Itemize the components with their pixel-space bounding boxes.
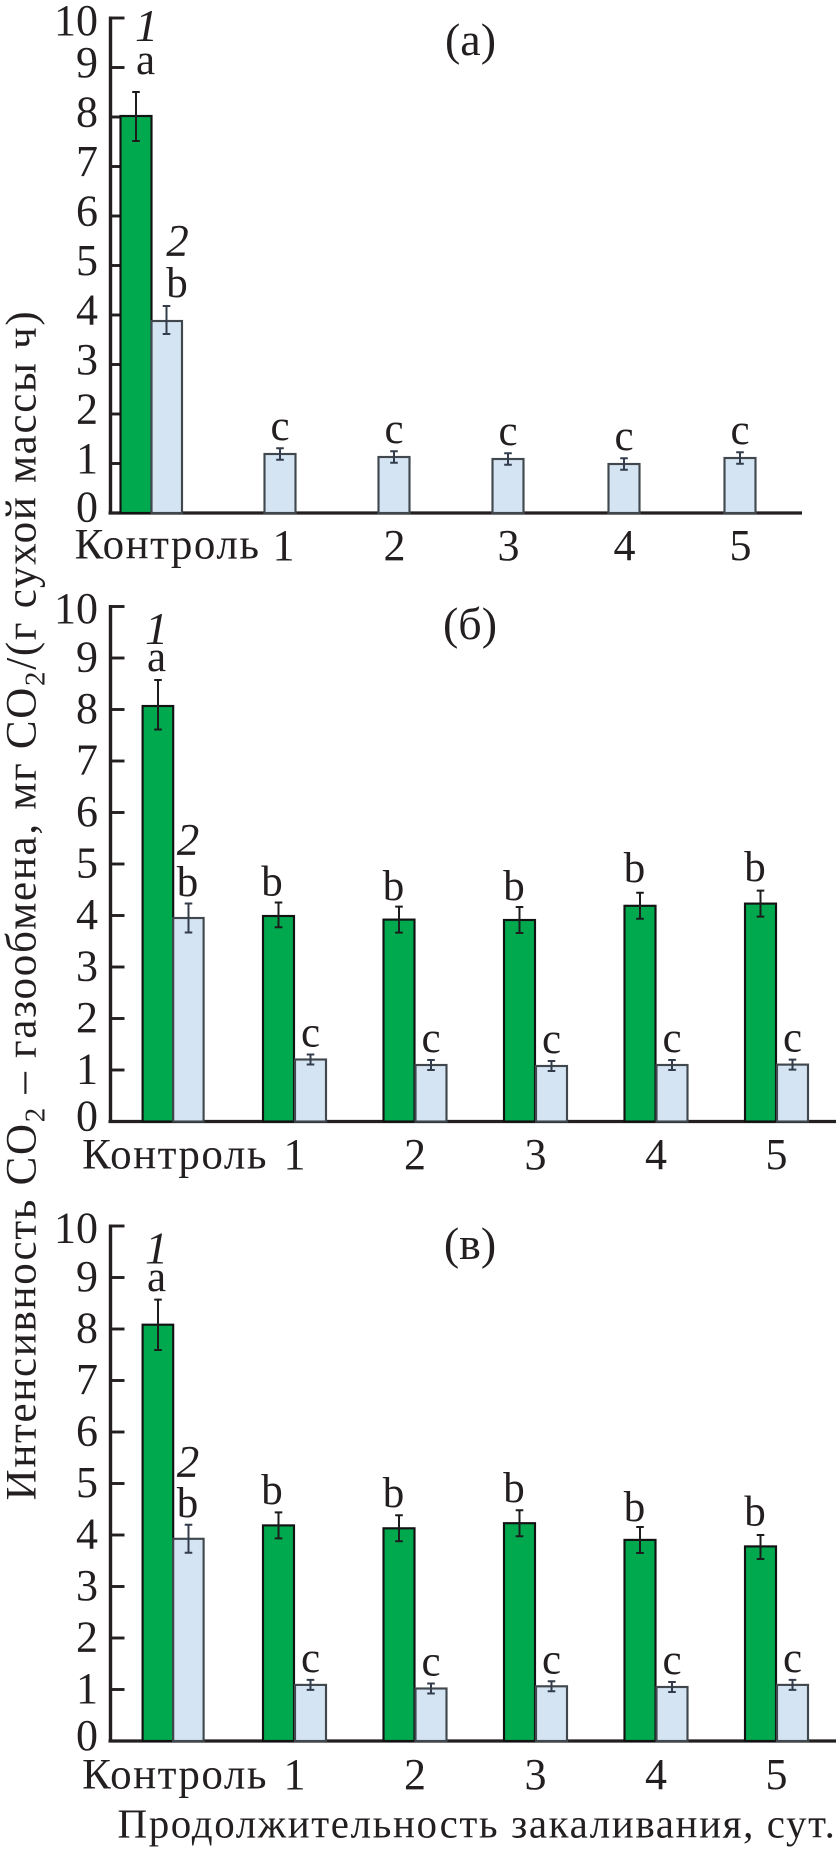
svg-text:b: b	[383, 863, 405, 910]
svg-text:2: 2	[76, 993, 98, 1042]
svg-text:6: 6	[76, 787, 98, 836]
svg-text:c: c	[662, 1015, 681, 1062]
svg-text:3: 3	[76, 1561, 98, 1610]
svg-text:7: 7	[76, 736, 98, 785]
svg-text:4: 4	[645, 1130, 667, 1179]
svg-text:9: 9	[76, 38, 98, 87]
svg-text:b: b	[744, 1489, 766, 1536]
svg-text:c: c	[384, 406, 403, 453]
svg-text:c: c	[498, 408, 517, 455]
svg-text:5: 5	[76, 839, 98, 888]
svg-text:c: c	[783, 1015, 802, 1062]
svg-text:b: b	[503, 1465, 525, 1512]
svg-text:(б): (б)	[443, 598, 497, 649]
svg-text:7: 7	[76, 1355, 98, 1404]
svg-text:9: 9	[76, 1252, 98, 1301]
svg-text:c: c	[301, 1635, 320, 1682]
svg-text:8: 8	[76, 1304, 98, 1353]
svg-text:1: 1	[145, 603, 168, 654]
svg-text:c: c	[614, 413, 633, 460]
svg-text:2: 2	[384, 521, 406, 570]
svg-text:c: c	[542, 1016, 561, 1063]
svg-text:2: 2	[177, 1437, 200, 1487]
svg-text:b: b	[261, 859, 283, 906]
svg-text:b: b	[744, 844, 766, 891]
svg-text:3: 3	[76, 335, 98, 384]
svg-text:c: c	[270, 403, 289, 450]
svg-text:2: 2	[76, 385, 98, 434]
svg-text:10: 10	[54, 0, 98, 45]
svg-text:1: 1	[145, 1223, 168, 1274]
svg-text:c: c	[783, 1635, 802, 1682]
svg-text:7: 7	[76, 137, 98, 186]
svg-text:5: 5	[76, 1458, 98, 1507]
svg-text:a: a	[136, 37, 155, 84]
svg-text:a: a	[147, 634, 166, 681]
svg-text:c: c	[662, 1637, 681, 1684]
svg-text:3: 3	[525, 1130, 547, 1179]
svg-text:0: 0	[76, 1092, 98, 1141]
svg-text:0: 0	[76, 1711, 98, 1760]
svg-text:3: 3	[525, 1750, 547, 1799]
svg-text:Контроль: Контроль	[75, 522, 261, 569]
svg-text:1: 1	[76, 1664, 98, 1713]
svg-text:4: 4	[76, 286, 98, 335]
svg-text:1: 1	[284, 1750, 306, 1799]
svg-text:c: c	[301, 1010, 320, 1057]
svg-text:6: 6	[76, 1407, 98, 1456]
svg-text:0: 0	[76, 483, 98, 532]
svg-text:8: 8	[76, 88, 98, 137]
svg-text:3: 3	[76, 942, 98, 991]
svg-text:2: 2	[404, 1130, 426, 1179]
svg-text:c: c	[421, 1015, 440, 1062]
svg-text:3: 3	[498, 521, 520, 570]
svg-text:4: 4	[614, 521, 636, 570]
svg-text:10: 10	[54, 1204, 98, 1253]
svg-text:b: b	[503, 863, 525, 910]
svg-text:Продолжительность закаливания,: Продолжительность закаливания, сут.	[118, 1801, 836, 1847]
svg-text:4: 4	[76, 1510, 98, 1559]
svg-text:2: 2	[76, 1613, 98, 1662]
svg-text:Контроль: Контроль	[82, 1752, 268, 1799]
svg-text:1: 1	[76, 434, 98, 483]
svg-text:b: b	[383, 1470, 405, 1517]
svg-text:5: 5	[766, 1750, 788, 1799]
svg-text:b: b	[624, 1484, 646, 1531]
svg-text:10: 10	[54, 584, 98, 633]
svg-text:Интенсивность CO2 – газообмена: Интенсивность CO2 – газообмена, мг CO2/(…	[0, 310, 52, 1501]
svg-text:(в): (в)	[444, 1218, 496, 1269]
svg-text:4: 4	[645, 1750, 667, 1799]
svg-text:4: 4	[76, 890, 98, 939]
svg-text:c: c	[421, 1639, 440, 1686]
svg-text:6: 6	[76, 187, 98, 236]
svg-text:1: 1	[135, 0, 158, 51]
svg-text:c: c	[542, 1636, 561, 1683]
svg-text:1: 1	[76, 1045, 98, 1094]
svg-text:Контроль: Контроль	[82, 1132, 268, 1179]
svg-text:b: b	[624, 845, 646, 892]
svg-text:8: 8	[76, 684, 98, 733]
svg-text:2: 2	[404, 1750, 426, 1799]
svg-text:b: b	[166, 260, 188, 307]
svg-text:2: 2	[177, 815, 200, 865]
svg-text:b: b	[177, 859, 199, 906]
svg-text:1: 1	[273, 521, 295, 570]
svg-text:5: 5	[76, 236, 98, 285]
svg-text:2: 2	[166, 216, 189, 266]
svg-text:9: 9	[76, 633, 98, 682]
svg-text:1: 1	[284, 1130, 306, 1179]
svg-text:5: 5	[730, 521, 752, 570]
svg-text:b: b	[177, 1480, 199, 1527]
svg-text:c: c	[730, 407, 749, 454]
svg-text:(а): (а)	[445, 14, 496, 65]
svg-text:a: a	[147, 1254, 166, 1301]
svg-text:5: 5	[766, 1130, 788, 1179]
svg-text:b: b	[261, 1467, 283, 1514]
